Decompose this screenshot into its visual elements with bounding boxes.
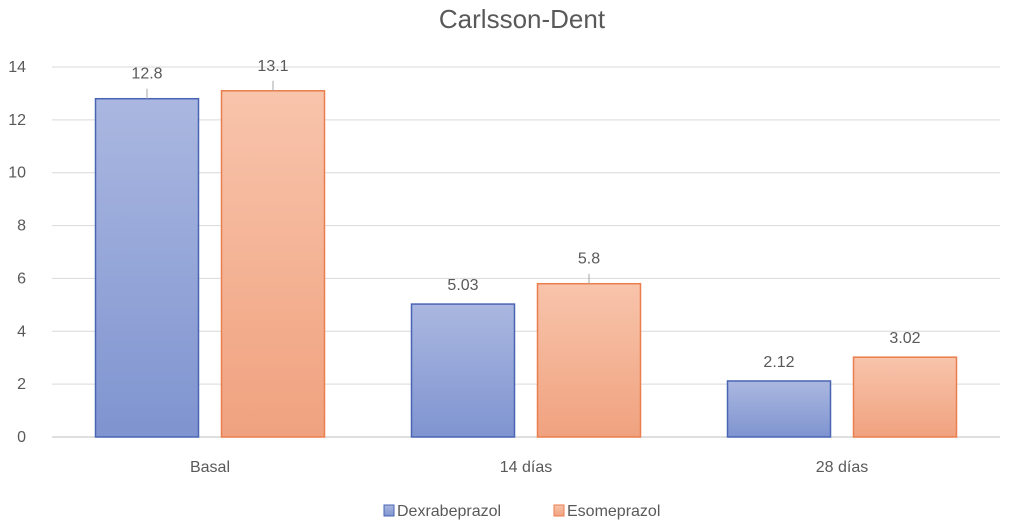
legend-swatch <box>553 504 565 517</box>
y-axis-ticks: 0 2 4 6 8 10 12 14 <box>8 59 26 446</box>
y-tick-label: 6 <box>17 270 26 287</box>
y-tick-label: 0 <box>17 429 26 446</box>
data-label: 5.8 <box>578 251 600 268</box>
y-tick-label: 8 <box>17 218 26 235</box>
legend: Dexrabeprazol Esomeprazol <box>383 503 660 520</box>
y-tick-label: 14 <box>8 59 26 76</box>
bar-dexrabeprazol-0 <box>94 97 200 438</box>
bar-esomeprazol-2 <box>852 356 958 438</box>
data-label: 5.03 <box>447 277 478 294</box>
bar-dexrabeprazol-1 <box>410 303 516 438</box>
y-tick-label: 2 <box>17 376 26 393</box>
data-label: 2.12 <box>763 354 794 371</box>
x-axis-categories: Basal 14 días 28 días <box>190 459 868 476</box>
y-tick-label: 4 <box>17 323 26 340</box>
bar-dexrabeprazol-2 <box>726 380 832 438</box>
legend-item-esomeprazol: Esomeprazol <box>553 503 660 520</box>
legend-label: Dexrabeprazol <box>397 503 501 520</box>
bar-esomeprazol-1 <box>536 282 642 438</box>
data-label: 3.02 <box>889 330 920 347</box>
chart-title: Carlsson-Dent <box>439 4 606 34</box>
legend-item-dexrabeprazol: Dexrabeprazol <box>383 503 501 520</box>
gridlines <box>52 66 1000 438</box>
legend-swatch <box>383 504 395 517</box>
y-tick-label: 10 <box>8 165 26 182</box>
legend-label: Esomeprazol <box>567 503 660 520</box>
x-category-label: 28 días <box>816 459 868 476</box>
bars <box>94 90 958 438</box>
x-category-label: Basal <box>190 459 230 476</box>
bar-esomeprazol-0 <box>220 90 326 438</box>
data-labels: 12.8 13.1 5.03 5.8 2.12 3.02 <box>131 58 920 371</box>
x-category-label: 14 días <box>500 459 552 476</box>
data-label: 12.8 <box>131 66 162 83</box>
y-tick-label: 12 <box>8 112 26 129</box>
data-label: 13.1 <box>257 58 288 75</box>
